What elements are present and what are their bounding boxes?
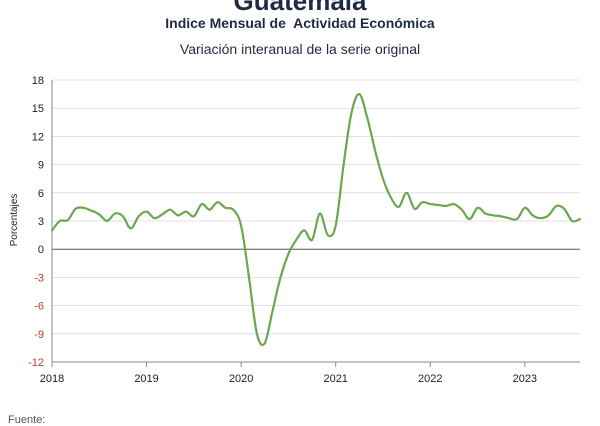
chart-subtitle: Indice Mensual de Actividad Económica bbox=[165, 15, 435, 31]
page-title: Guatemala bbox=[233, 0, 367, 16]
source-label: Fuente: bbox=[8, 414, 46, 426]
y-tick-label: 18 bbox=[32, 75, 44, 87]
y-axis-label: Porcentajes bbox=[9, 194, 20, 247]
y-tick-label: -6 bbox=[34, 301, 44, 313]
x-tick-label: 2020 bbox=[229, 373, 253, 385]
x-tick-label: 2018 bbox=[40, 373, 64, 385]
chart-subtitle-secondary: Variación interanual de la serie origina… bbox=[179, 41, 421, 57]
y-tick-label: 0 bbox=[38, 244, 44, 256]
y-tick-label: -3 bbox=[34, 272, 44, 284]
y-tick-label: -9 bbox=[34, 329, 44, 341]
y-tick-label: 12 bbox=[32, 131, 44, 143]
y-tick-label: -12 bbox=[28, 357, 44, 369]
y-tick-label: 3 bbox=[38, 216, 44, 228]
series-line bbox=[50, 93, 582, 347]
x-tick-labels: 2018 2019 2020 2021 2022 2023 bbox=[40, 362, 537, 385]
x-tick-label: 2021 bbox=[323, 373, 347, 385]
axes bbox=[51, 80, 580, 363]
y-tick-label: 6 bbox=[38, 188, 44, 200]
x-tick-label: 2023 bbox=[513, 373, 537, 385]
y-tick-label: 15 bbox=[32, 103, 44, 115]
gridlines bbox=[52, 79, 580, 363]
x-tick-label: 2019 bbox=[134, 373, 158, 385]
x-tick-label: 2022 bbox=[418, 373, 442, 385]
y-tick-labels: 18 15 12 9 6 3 0 -3 -6 -9 -12 bbox=[28, 75, 44, 369]
y-tick-label: 9 bbox=[38, 160, 44, 172]
